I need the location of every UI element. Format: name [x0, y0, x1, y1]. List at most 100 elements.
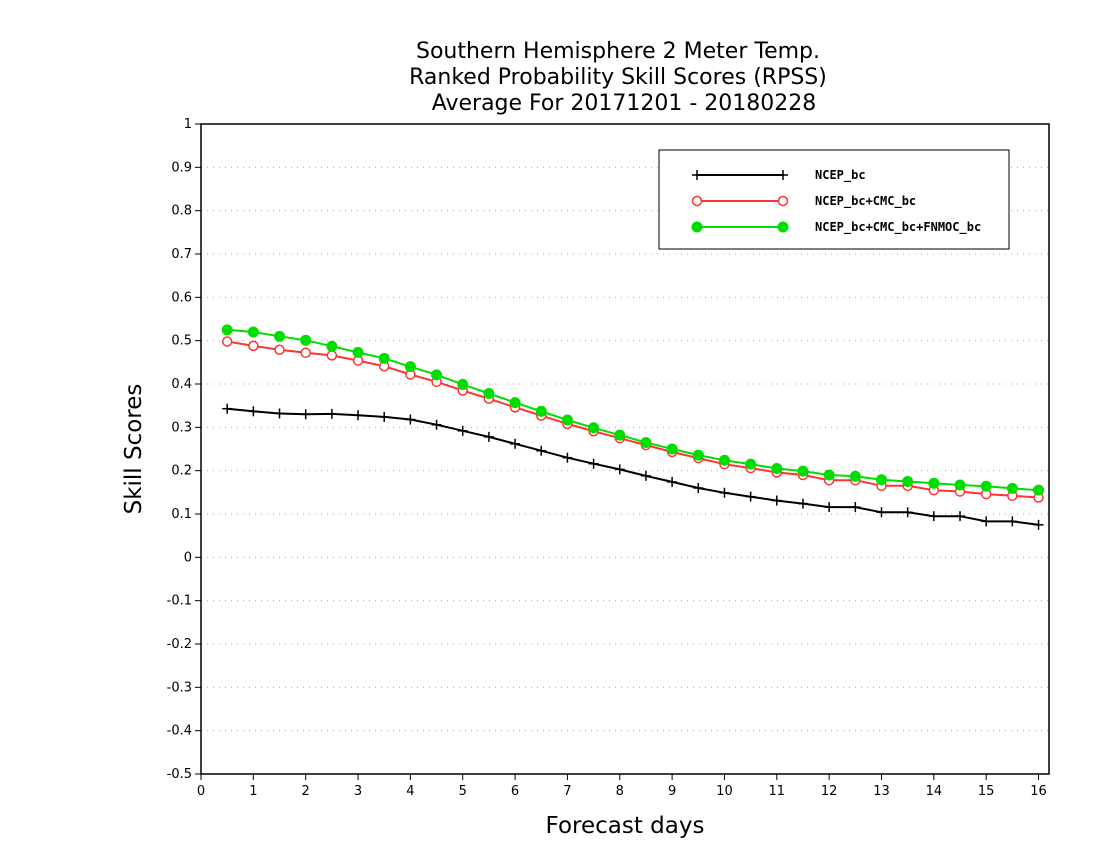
- data-point: [718, 454, 730, 466]
- data-point: [274, 344, 285, 356]
- data-point: [326, 350, 338, 361]
- y-tick-label: 0.9: [171, 160, 192, 175]
- data-point: [928, 477, 940, 489]
- x-tick-label: 14: [926, 784, 943, 799]
- legend-label: NCEP_bc: [815, 168, 866, 183]
- x-tick-label: 16: [1030, 784, 1047, 799]
- x-tick-label: 8: [616, 784, 624, 799]
- title-line-1: Southern Hemisphere 2 Meter Temp.: [416, 39, 820, 64]
- y-axis-label: Skill Scores: [121, 384, 147, 515]
- data-point: [1033, 519, 1044, 530]
- data-point: [719, 487, 730, 498]
- series-line: [227, 328, 1039, 492]
- title-line-3: Average For 20171201 - 20180228: [432, 91, 817, 116]
- data-point: [902, 476, 914, 487]
- legend-marker: [691, 221, 703, 233]
- data-point: [588, 422, 600, 434]
- y-axis: 1 0.9 0.8 0.7 0.6 0.5 0.4 0.3 0.2 0.1 0 -0.1 -0.2 -0.…: [167, 117, 201, 782]
- legend-entry: NCEP_bc+CMC_bc: [691, 194, 916, 209]
- x-axis: 0 1 2 3 4 5 6 7 8 9 10 11 12 13 14 15 16: [197, 774, 1047, 799]
- data-point: [640, 470, 651, 481]
- data-point: [1033, 484, 1045, 496]
- series-1: [222, 403, 1044, 530]
- data-point: [667, 476, 678, 487]
- data-point: [928, 511, 939, 522]
- data-point: [640, 437, 652, 448]
- series-3: [221, 324, 1045, 496]
- y-tick-label: 0.6: [171, 290, 192, 305]
- data-point: [326, 408, 337, 419]
- data-point: [483, 388, 495, 400]
- data-point: [431, 369, 443, 381]
- legend-label: NCEP_bc+CMC_bc+FNMOC_bc: [815, 220, 981, 235]
- data-point: [483, 431, 494, 442]
- plot-frame: [200, 123, 1050, 775]
- data-point: [457, 425, 468, 436]
- x-tick-label: 12: [821, 784, 838, 799]
- legend-marker: [691, 195, 703, 207]
- data-point: [771, 495, 782, 506]
- series-line: [227, 407, 1039, 526]
- data-point: [693, 483, 704, 493]
- y-tick-label: 0.3: [171, 420, 192, 435]
- data-point: [300, 334, 312, 346]
- data-point: [561, 414, 573, 426]
- data-point: [824, 502, 835, 513]
- data-point: [875, 474, 887, 486]
- y-tick-label: -0.5: [167, 767, 192, 782]
- y-tick-label: -0.1: [167, 594, 192, 609]
- series-layer: [221, 324, 1045, 530]
- legend-entries: NCEP_bc NCEP_bc+CMC_bc NCEP_bc+CMC_bc+FNMO…: [691, 168, 981, 235]
- x-tick-label: 6: [511, 784, 519, 799]
- legend-marker: [778, 170, 788, 180]
- x-tick-label: 7: [563, 784, 571, 799]
- legend-label: NCEP_bc+CMC_bc: [815, 194, 916, 209]
- data-point: [745, 458, 757, 470]
- data-point: [1006, 482, 1018, 494]
- y-tick-label: -0.2: [167, 637, 192, 652]
- data-point: [1007, 516, 1018, 527]
- data-point: [955, 511, 966, 522]
- y-tick-label: 0.1: [171, 507, 192, 522]
- x-tick-label: 9: [668, 784, 676, 799]
- y-tick-label: 1: [184, 117, 192, 132]
- legend: NCEP_bc NCEP_bc+CMC_bc NCEP_bc+CMC_bc+FNMO…: [658, 149, 1010, 250]
- data-point: [797, 465, 809, 477]
- data-point: [248, 406, 259, 417]
- x-tick-label: 0: [197, 784, 205, 799]
- data-point: [378, 352, 390, 364]
- data-point: [902, 507, 913, 518]
- x-tick-label: 13: [873, 784, 890, 799]
- data-point: [588, 458, 599, 469]
- data-point: [353, 410, 364, 421]
- x-axis-label: Forecast days: [546, 813, 705, 839]
- data-point: [614, 429, 626, 441]
- series-2: [221, 336, 1044, 503]
- legend-box: [658, 149, 1010, 250]
- y-tick-label: 0.4: [171, 377, 192, 392]
- data-point: [850, 502, 861, 513]
- data-point: [535, 405, 547, 417]
- data-point: [981, 516, 992, 527]
- legend-marker: [777, 195, 789, 207]
- gridlines: [201, 166, 1049, 732]
- data-point: [300, 409, 311, 420]
- data-point: [300, 347, 311, 359]
- data-point: [692, 449, 704, 461]
- data-point: [562, 452, 573, 463]
- y-tick-label: -0.3: [167, 680, 192, 695]
- data-point: [274, 408, 285, 419]
- series-line: [227, 340, 1039, 499]
- data-point: [954, 479, 966, 491]
- y-tick-label: 0: [184, 550, 192, 565]
- data-point: [771, 463, 783, 474]
- data-point: [510, 438, 521, 449]
- data-point: [797, 498, 808, 509]
- data-point: [405, 414, 416, 425]
- data-point: [823, 469, 835, 481]
- x-tick-label: 5: [459, 784, 467, 799]
- legend-marker: [777, 221, 789, 233]
- data-point: [457, 378, 469, 390]
- x-tick-label: 3: [354, 784, 362, 799]
- x-tick-label: 11: [769, 784, 786, 799]
